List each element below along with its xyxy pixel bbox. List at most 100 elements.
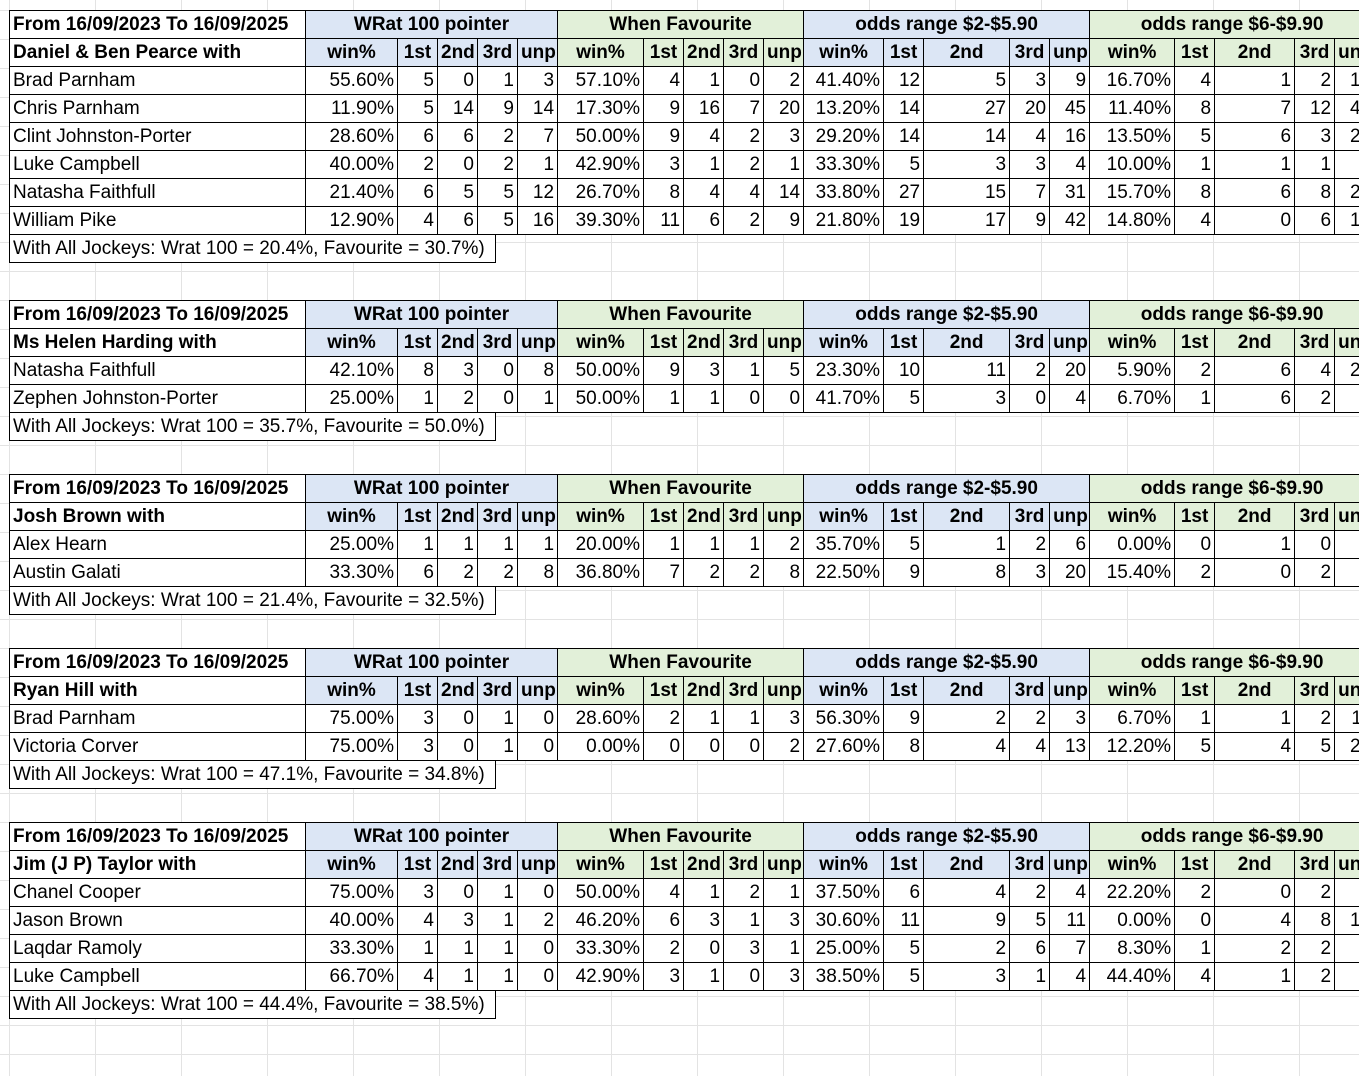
odds-low-1st-cell[interactable]: 10 bbox=[883, 356, 925, 385]
col-header-wrat-3[interactable]: 3rd bbox=[477, 38, 518, 67]
odds-low-3rd-cell[interactable]: 0 bbox=[1009, 384, 1051, 413]
odds-low-1st-cell[interactable]: 14 bbox=[883, 94, 925, 123]
col-header-odds-high-1[interactable]: 1st bbox=[1174, 850, 1216, 879]
col-header-odds-high-0[interactable]: win% bbox=[1089, 676, 1176, 705]
col-header-odds-low-1[interactable]: 1st bbox=[883, 38, 925, 67]
odds-low-2nd-cell[interactable]: 4 bbox=[923, 732, 1011, 761]
odds-high-win-pct-cell[interactable]: 6.70% bbox=[1089, 704, 1176, 733]
odds-high-2nd-cell[interactable]: 1 bbox=[1214, 704, 1296, 733]
wrat-win-pct-cell[interactable]: 75.00% bbox=[305, 878, 398, 907]
col-header-wrat-4[interactable]: unp bbox=[516, 676, 559, 705]
odds-low-2nd-cell[interactable]: 9 bbox=[923, 906, 1011, 935]
odds-high-2nd-cell[interactable]: 0 bbox=[1214, 558, 1296, 587]
col-header-favourite-1[interactable]: 1st bbox=[643, 850, 685, 879]
odds-high-3rd-cell[interactable]: 2 bbox=[1294, 66, 1336, 95]
odds-high-unp-cell[interactable]: 3 bbox=[1334, 530, 1359, 559]
odds-low-unp-cell[interactable]: 3 bbox=[1049, 704, 1091, 733]
favourite-2nd-cell[interactable]: 0 bbox=[683, 934, 725, 963]
odds-high-3rd-cell[interactable]: 3 bbox=[1294, 122, 1336, 151]
wrat-unp-cell[interactable]: 14 bbox=[516, 94, 559, 123]
col-header-odds-high-3[interactable]: 3rd bbox=[1294, 502, 1336, 531]
col-header-odds-high-2[interactable]: 2nd bbox=[1214, 328, 1296, 357]
wrat-1st-cell[interactable]: 5 bbox=[397, 94, 438, 123]
odds-high-win-pct-cell[interactable]: 6.70% bbox=[1089, 384, 1176, 413]
odds-high-unp-cell[interactable]: 27 bbox=[1334, 732, 1359, 761]
odds-low-unp-cell[interactable]: 20 bbox=[1049, 356, 1091, 385]
wrat-1st-cell[interactable]: 4 bbox=[397, 906, 438, 935]
odds-low-3rd-cell[interactable]: 3 bbox=[1009, 150, 1051, 179]
odds-low-2nd-cell[interactable]: 11 bbox=[923, 356, 1011, 385]
odds-high-win-pct-cell[interactable]: 0.00% bbox=[1089, 530, 1176, 559]
group-header-odds-high[interactable]: odds range $6-$9.90 bbox=[1089, 474, 1359, 503]
trainer-name[interactable]: Josh Brown with bbox=[9, 502, 306, 531]
odds-low-3rd-cell[interactable]: 4 bbox=[1009, 732, 1051, 761]
odds-low-unp-cell[interactable]: 4 bbox=[1049, 878, 1091, 907]
favourite-3rd-cell[interactable]: 0 bbox=[723, 732, 765, 761]
wrat-3rd-cell[interactable]: 1 bbox=[477, 732, 518, 761]
odds-low-3rd-cell[interactable]: 6 bbox=[1009, 934, 1051, 963]
wrat-unp-cell[interactable]: 1 bbox=[516, 150, 559, 179]
group-header-odds-high[interactable]: odds range $6-$9.90 bbox=[1089, 300, 1359, 329]
favourite-3rd-cell[interactable]: 2 bbox=[723, 150, 765, 179]
period-title[interactable]: From 16/09/2023 To 16/09/2025 bbox=[9, 300, 306, 329]
wrat-unp-cell[interactable]: 1 bbox=[516, 384, 559, 413]
jockey-name[interactable]: Brad Parnham bbox=[9, 66, 306, 95]
group-header-favourite[interactable]: When Favourite bbox=[557, 10, 805, 39]
favourite-2nd-cell[interactable]: 1 bbox=[683, 878, 725, 907]
odds-low-unp-cell[interactable]: 4 bbox=[1049, 384, 1091, 413]
wrat-win-pct-cell[interactable]: 25.00% bbox=[305, 530, 398, 559]
favourite-unp-cell[interactable]: 14 bbox=[763, 178, 805, 207]
wrat-unp-cell[interactable]: 1 bbox=[516, 530, 559, 559]
col-header-odds-high-2[interactable]: 2nd bbox=[1214, 676, 1296, 705]
odds-high-3rd-cell[interactable]: 12 bbox=[1294, 94, 1336, 123]
col-header-favourite-2[interactable]: 2nd bbox=[683, 502, 725, 531]
col-header-wrat-2[interactable]: 2nd bbox=[437, 502, 478, 531]
odds-high-win-pct-cell[interactable]: 14.80% bbox=[1089, 206, 1176, 235]
wrat-1st-cell[interactable]: 3 bbox=[397, 704, 438, 733]
favourite-1st-cell[interactable]: 6 bbox=[643, 906, 685, 935]
jockey-name[interactable]: Natasha Faithfull bbox=[9, 178, 306, 207]
favourite-3rd-cell[interactable]: 3 bbox=[723, 934, 765, 963]
favourite-3rd-cell[interactable]: 0 bbox=[723, 384, 765, 413]
odds-high-win-pct-cell[interactable]: 11.40% bbox=[1089, 94, 1176, 123]
favourite-1st-cell[interactable]: 11 bbox=[643, 206, 685, 235]
col-header-wrat-1[interactable]: 1st bbox=[397, 328, 438, 357]
favourite-unp-cell[interactable]: 8 bbox=[763, 558, 805, 587]
odds-high-unp-cell[interactable]: 7 bbox=[1334, 150, 1359, 179]
col-header-wrat-1[interactable]: 1st bbox=[397, 850, 438, 879]
wrat-1st-cell[interactable]: 2 bbox=[397, 150, 438, 179]
odds-high-win-pct-cell[interactable]: 44.40% bbox=[1089, 962, 1176, 991]
odds-high-3rd-cell[interactable]: 6 bbox=[1294, 206, 1336, 235]
col-header-odds-high-0[interactable]: win% bbox=[1089, 38, 1176, 67]
odds-low-win-pct-cell[interactable]: 30.60% bbox=[803, 906, 885, 935]
odds-high-3rd-cell[interactable]: 0 bbox=[1294, 530, 1336, 559]
favourite-3rd-cell[interactable]: 1 bbox=[723, 530, 765, 559]
odds-high-2nd-cell[interactable]: 0 bbox=[1214, 878, 1296, 907]
odds-high-2nd-cell[interactable]: 6 bbox=[1214, 178, 1296, 207]
odds-low-win-pct-cell[interactable]: 33.30% bbox=[803, 150, 885, 179]
odds-high-unp-cell[interactable]: 17 bbox=[1334, 206, 1359, 235]
odds-low-1st-cell[interactable]: 8 bbox=[883, 732, 925, 761]
odds-low-win-pct-cell[interactable]: 56.30% bbox=[803, 704, 885, 733]
favourite-3rd-cell[interactable]: 0 bbox=[723, 66, 765, 95]
group-header-odds-high[interactable]: odds range $6-$9.90 bbox=[1089, 648, 1359, 677]
col-header-odds-low-1[interactable]: 1st bbox=[883, 502, 925, 531]
wrat-win-pct-cell[interactable]: 11.90% bbox=[305, 94, 398, 123]
group-header-odds-low[interactable]: odds range $2-$5.90 bbox=[803, 10, 1091, 39]
favourite-3rd-cell[interactable]: 7 bbox=[723, 94, 765, 123]
wrat-unp-cell[interactable]: 0 bbox=[516, 732, 559, 761]
col-header-odds-low-0[interactable]: win% bbox=[803, 38, 885, 67]
favourite-unp-cell[interactable]: 1 bbox=[763, 150, 805, 179]
odds-high-unp-cell[interactable]: 5 bbox=[1334, 878, 1359, 907]
col-header-favourite-4[interactable]: unp bbox=[763, 850, 805, 879]
favourite-win-pct-cell[interactable]: 28.60% bbox=[557, 704, 645, 733]
wrat-2nd-cell[interactable]: 2 bbox=[437, 558, 478, 587]
wrat-3rd-cell[interactable]: 2 bbox=[477, 558, 518, 587]
col-header-odds-low-3[interactable]: 3rd bbox=[1009, 328, 1051, 357]
odds-high-2nd-cell[interactable]: 4 bbox=[1214, 732, 1296, 761]
wrat-3rd-cell[interactable]: 0 bbox=[477, 384, 518, 413]
wrat-1st-cell[interactable]: 5 bbox=[397, 66, 438, 95]
col-header-wrat-3[interactable]: 3rd bbox=[477, 502, 518, 531]
favourite-1st-cell[interactable]: 1 bbox=[643, 530, 685, 559]
group-header-wrat[interactable]: WRat 100 pointer bbox=[304, 300, 559, 329]
